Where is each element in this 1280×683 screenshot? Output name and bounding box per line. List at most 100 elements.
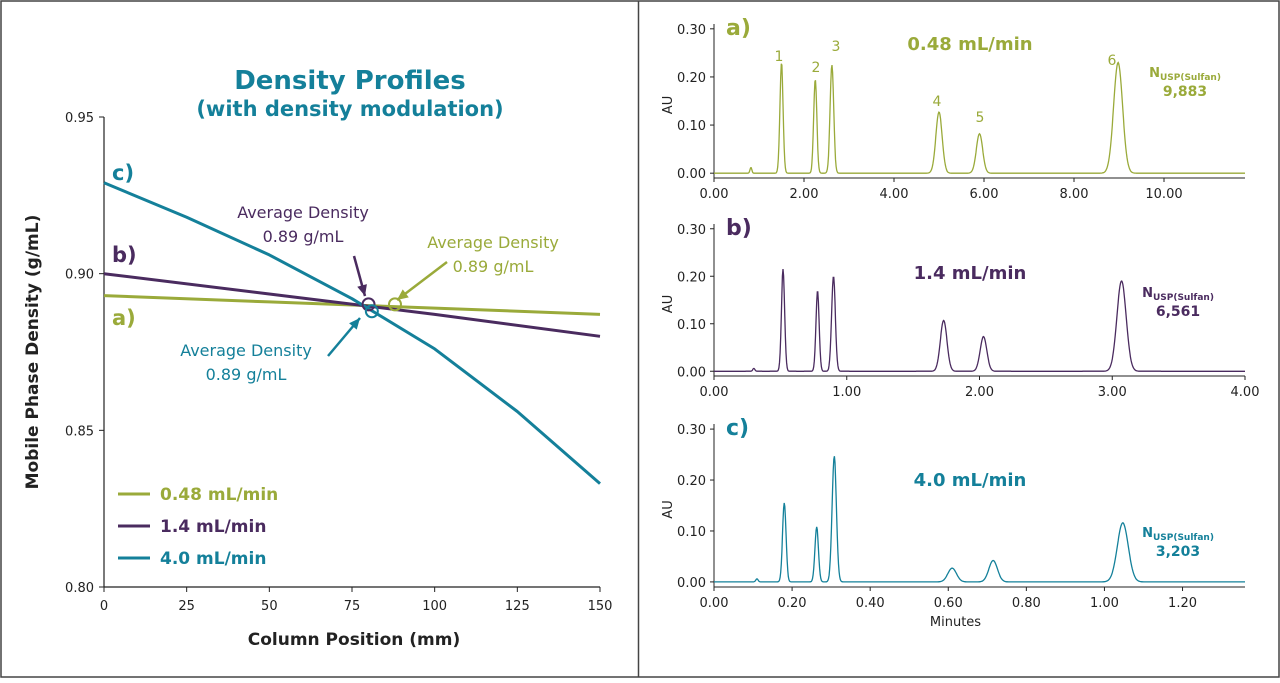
chrom-y-tick-label: 0.20 <box>677 474 706 489</box>
density-x-tick-label: 100 <box>422 599 447 614</box>
chrom-y-tick-label: 0.00 <box>677 576 706 591</box>
avg-density-arrowhead <box>357 284 367 296</box>
peak-label: 4 <box>933 94 942 110</box>
chrom-y-tick-label: 0.30 <box>677 223 706 238</box>
plate-count-label: NUSP(Sulfan) <box>1149 66 1221 83</box>
chromatogram-a: 0.00 0.10 0.20 0.30 0.00 2.00 4.00 6.00 8.00 10.0… <box>661 16 1245 202</box>
peak-label: 3 <box>832 39 841 55</box>
chrom-x-tick-label: 0.80 <box>1012 596 1041 611</box>
chrom-x-tick-label: 4.00 <box>880 187 909 202</box>
chrom-panel-label: b) <box>726 216 752 241</box>
density-y-tick-label: 0.80 <box>65 581 94 596</box>
chrom-y-tick-label: 0.30 <box>677 23 706 38</box>
plate-count-subscript: USP(Sulfan) <box>1153 533 1214 543</box>
chrom-x-tick-label: 6.00 <box>970 187 999 202</box>
chrom-x-tick-label: 3.00 <box>1098 385 1127 400</box>
density-series-layer: a) b) c) <box>103 161 601 485</box>
density-title: Density Profiles <box>234 66 466 96</box>
avg-density-arrowhead <box>397 289 409 300</box>
legend-entry: 1.4 mL/min <box>160 517 266 537</box>
density-legend: 0.48 mL/min 1.4 mL/min 4.0 mL/min <box>118 485 278 569</box>
chrom-y-tick-label: 0.10 <box>677 318 706 333</box>
chrom-x-tick-label: 10.00 <box>1145 187 1182 202</box>
avg-density-value: 0.89 g/mL <box>453 257 534 276</box>
density-x-axis-label: Column Position (mm) <box>248 630 461 650</box>
chromatogram-trace <box>714 269 1245 372</box>
density-x-tick-label: 0 <box>100 599 108 614</box>
chromatogram-c: 0.00 0.10 0.20 0.30 0.00 0.20 0.40 0.60 0.80 1.00… <box>661 416 1245 630</box>
chrom-x-tick-label: 4.00 <box>1231 385 1260 400</box>
chrom-x-tick-label: 0.60 <box>934 596 963 611</box>
peak-label: 6 <box>1108 53 1117 69</box>
density-x-tick-label: 150 <box>588 599 613 614</box>
chrom-y-tick-label: 0.10 <box>677 119 706 134</box>
density-curve-label: c) <box>112 161 134 185</box>
chrom-y-tick-label: 0.20 <box>677 270 706 285</box>
chromatogram-trace <box>714 61 1245 174</box>
chrom-y-tick-label: 0.20 <box>677 71 706 86</box>
density-x-tick-label: 25 <box>178 599 195 614</box>
chrom-x-tick-label: 0.00 <box>700 596 729 611</box>
plate-count-label: NUSP(Sulfan) <box>1142 286 1214 303</box>
avg-density-value: 0.89 g/mL <box>263 227 344 246</box>
density-y-tick-label: 0.85 <box>65 424 94 439</box>
plate-count-symbol: N <box>1142 286 1153 301</box>
chromatogram-b: 0.00 0.10 0.20 0.30 0.00 1.00 2.00 3.00 4.00 AU b)… <box>661 216 1259 400</box>
plate-count-symbol: N <box>1149 66 1160 81</box>
plate-count-subscript: USP(Sulfan) <box>1153 293 1214 303</box>
density-line-c <box>103 181 601 485</box>
density-x-tick-label: 50 <box>261 599 278 614</box>
legend-entry: 0.48 mL/min <box>160 485 278 505</box>
chrom-x-tick-label: 0.20 <box>778 596 807 611</box>
plate-count-subscript: USP(Sulfan) <box>1160 73 1221 83</box>
chrom-panel-label: a) <box>726 16 751 41</box>
avg-density-marker <box>387 297 402 312</box>
avg-density-label: Average Density <box>237 203 369 222</box>
density-curve-label: b) <box>112 243 137 267</box>
chrom-y-tick-label: 0.30 <box>677 423 706 438</box>
density-x-tick-label: 75 <box>344 599 361 614</box>
avg-density-marker <box>361 297 376 312</box>
density-axes: 0 25 50 75 100 125 150 0.80 0.85 0.90 0.95 <box>65 111 612 614</box>
chrom-x-tick-label: 1.00 <box>1090 596 1119 611</box>
peak-label: 1 <box>775 49 784 65</box>
chrom-x-tick-label: 2.00 <box>965 385 994 400</box>
chrom-y-tick-label: 0.00 <box>677 365 706 380</box>
chrom-y-tick-label: 0.00 <box>677 167 706 182</box>
chrom-y-tick-label: 0.10 <box>677 525 706 540</box>
avg-density-arrowhead <box>349 318 360 330</box>
chromatogram-trace <box>714 456 1245 583</box>
avg-density-label: Average Density <box>427 233 559 252</box>
chrom-y-axis-label: AU <box>661 96 676 114</box>
chrom-panel-label: c) <box>726 416 749 441</box>
chrom-y-axis-label: AU <box>661 500 676 518</box>
chrom-flow-label: 4.0 mL/min <box>914 470 1027 491</box>
plate-count-value: 6,561 <box>1156 304 1200 320</box>
plate-count-value: 3,203 <box>1156 544 1200 560</box>
chrom-x-axis-label: Minutes <box>930 615 981 630</box>
peak-label: 2 <box>812 60 821 76</box>
plate-count-value: 9,883 <box>1163 84 1207 100</box>
chrom-x-tick-label: 1.20 <box>1168 596 1197 611</box>
chrom-flow-label: 1.4 mL/min <box>914 263 1027 284</box>
density-subtitle: (with density modulation) <box>196 97 503 121</box>
chrom-y-axis-label: AU <box>661 295 676 313</box>
density-annotations: Average Density 0.89 g/mL Average Density 0… <box>180 203 559 384</box>
chrom-x-tick-label: 0.00 <box>700 385 729 400</box>
density-y-tick-label: 0.90 <box>65 268 94 283</box>
density-line-b <box>103 272 601 338</box>
plate-count-symbol: N <box>1142 526 1153 541</box>
density-curve-label: a) <box>112 306 136 330</box>
density-x-tick-label: 125 <box>505 599 530 614</box>
chrom-x-tick-label: 8.00 <box>1060 187 1089 202</box>
avg-density-value: 0.89 g/mL <box>206 365 287 384</box>
legend-entry: 4.0 mL/min <box>160 549 266 569</box>
chrom-x-tick-label: 0.00 <box>700 187 729 202</box>
chrom-x-tick-label: 2.00 <box>790 187 819 202</box>
avg-density-label: Average Density <box>180 341 312 360</box>
chrom-x-tick-label: 1.00 <box>832 385 861 400</box>
density-y-tick-label: 0.95 <box>65 111 94 126</box>
